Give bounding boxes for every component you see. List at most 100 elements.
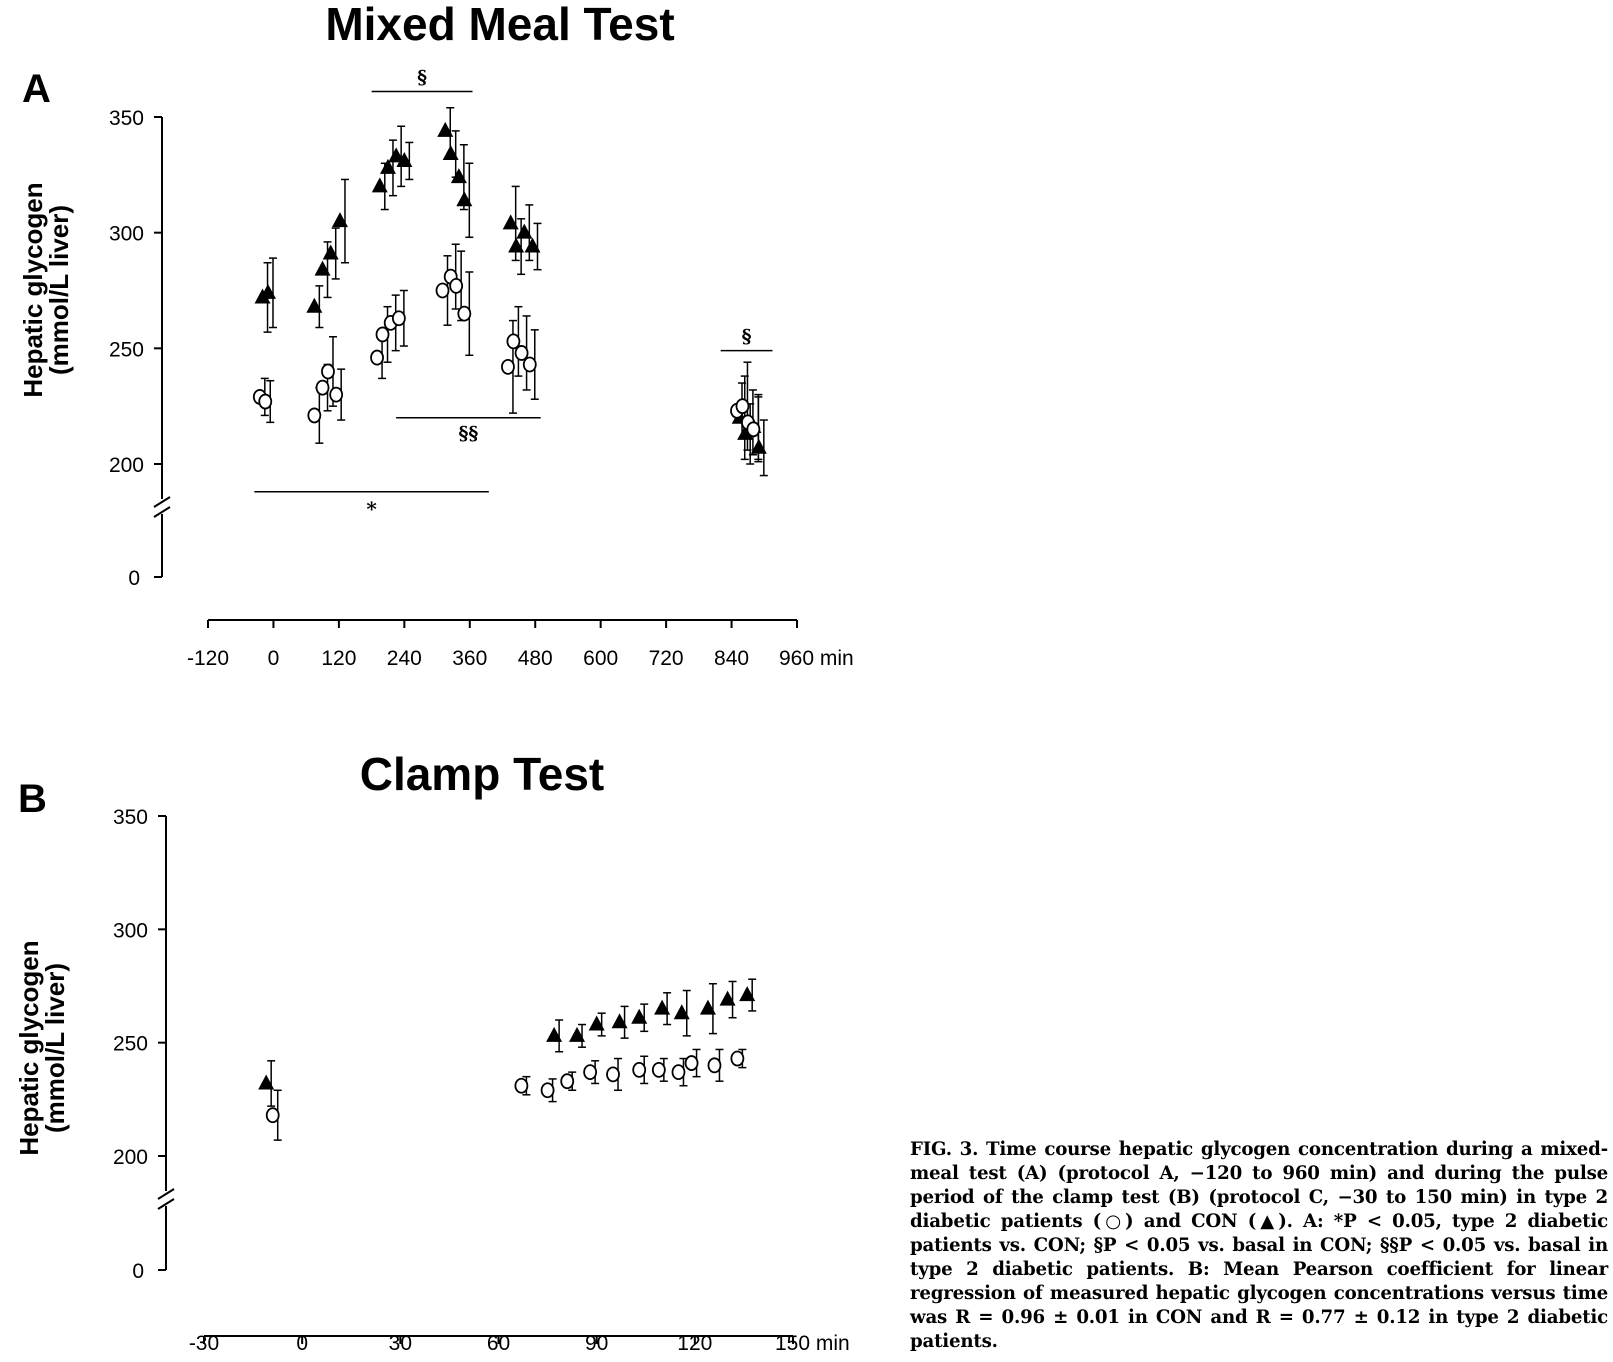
data-point-circle [540, 1082, 555, 1099]
data-point-triangle [306, 297, 323, 313]
data-point-triangle [588, 1015, 605, 1031]
figure-caption: FIG. 3. Time course hepatic glycogen con… [910, 1139, 1608, 1352]
data-point-circle [265, 1107, 280, 1124]
data-point-circle [746, 421, 761, 438]
data-point-circle [514, 345, 529, 361]
data-point-triangle [379, 158, 396, 174]
x-tick-label: -30 [189, 1332, 219, 1355]
panel-b: B Clamp Test Hepatic glycogen(mmol/L liver… [14, 748, 850, 1355]
data-point-circle [671, 1064, 686, 1081]
data-point-triangle [502, 214, 519, 230]
data-point-circle [258, 393, 273, 410]
data-point-triangle [737, 424, 754, 440]
y-axis-label-line2: (mmol/L liver) [44, 205, 74, 375]
data-point-triangle [546, 1026, 563, 1042]
data-point-triangle [673, 1004, 690, 1020]
series-open-circle [265, 1048, 747, 1141]
data-point-triangle [654, 999, 671, 1015]
data-point-circle [375, 326, 390, 343]
y-axis-label-line1: Hepatic glycogen [14, 940, 44, 1155]
data-point-triangle [516, 223, 533, 239]
x-tick-label: 720 [649, 647, 684, 670]
data-point-triangle [719, 990, 736, 1006]
x-tick-label: 480 [518, 647, 553, 670]
data-point-circle [370, 349, 384, 366]
data-point-triangle [314, 260, 331, 276]
data-point-circle [651, 1061, 666, 1078]
data-point-triangle [437, 121, 454, 137]
significance-label: § [417, 67, 427, 89]
data-point-circle [560, 1073, 575, 1090]
x-tick-label: 0 [296, 1332, 308, 1355]
x-tick-label: 30 [389, 1332, 412, 1355]
y-tick-label: 300 [109, 223, 144, 246]
data-point-circle [606, 1066, 620, 1083]
data-point-circle [501, 358, 515, 375]
data-point-circle [522, 356, 537, 373]
data-point-circle [632, 1061, 647, 1078]
y-axis-label: Hepatic glycogen(mmol/L liver) [18, 182, 74, 397]
data-point-circle [684, 1055, 699, 1071]
data-point-triangle [569, 1026, 586, 1042]
data-point-circle [457, 305, 472, 322]
significance-label: * [366, 497, 377, 521]
y-tick-label: 250 [109, 338, 144, 361]
chart-title: Mixed Meal Test [325, 0, 674, 50]
data-point-triangle [442, 145, 459, 161]
series-filled-triangle [258, 978, 757, 1107]
y-axis-label-line2: (mmol/L liver) [40, 963, 70, 1133]
x-tick-label: 960 min [779, 647, 854, 670]
data-point-triangle [611, 1013, 628, 1029]
data-point-circle [707, 1057, 722, 1074]
data-point-triangle [259, 283, 276, 299]
x-tick-label: 150 min [775, 1332, 850, 1355]
data-point-triangle [631, 1008, 648, 1024]
x-tick-label: 90 [585, 1332, 608, 1355]
data-point-triangle [331, 212, 348, 228]
x-tick-label: -120 [187, 647, 229, 670]
y-tick-label: 250 [113, 1033, 148, 1056]
data-point-circle [735, 398, 750, 415]
x-tick-label: 60 [487, 1332, 510, 1355]
panel-a: A Mixed Meal Test Hepatic glycogen(mmol/L … [18, 0, 854, 670]
data-point-triangle [699, 999, 716, 1015]
panel-letter: A [22, 67, 51, 111]
data-point-triangle [371, 177, 388, 193]
x-tick-label: 360 [452, 647, 487, 670]
significance-label: §§ [458, 423, 478, 445]
data-point-triangle [508, 237, 525, 253]
axis-break-mark [157, 1198, 175, 1210]
x-tick-label: 240 [387, 647, 422, 670]
data-point-circle [435, 282, 450, 299]
data-point-circle [583, 1064, 598, 1081]
y-axis-label-line1: Hepatic glycogen [18, 182, 48, 397]
y-tick-label-zero: 0 [128, 567, 140, 590]
data-point-triangle [322, 244, 339, 260]
y-tick-label-zero: 0 [132, 1260, 144, 1283]
data-point-circle [391, 310, 406, 327]
y-tick-label: 200 [113, 1146, 148, 1169]
y-tick-label: 350 [109, 107, 144, 130]
x-tick-label: 120 [321, 647, 356, 670]
data-point-triangle [450, 168, 467, 184]
chart-title: Clamp Test [360, 748, 605, 800]
y-tick-label: 300 [113, 919, 148, 942]
x-tick-label: 0 [268, 647, 280, 670]
data-point-triangle [258, 1074, 275, 1090]
y-axis-label: Hepatic glycogen(mmol/L liver) [14, 940, 70, 1155]
x-tick-label: 120 [677, 1332, 712, 1355]
data-point-circle [506, 333, 521, 350]
data-point-circle [329, 386, 344, 403]
panel-letter: B [18, 777, 47, 821]
data-point-triangle [524, 237, 541, 253]
series-open-circle [252, 243, 763, 463]
data-point-circle [307, 407, 322, 424]
axis-break-mark [157, 1188, 175, 1200]
x-tick-label: 600 [583, 647, 618, 670]
data-point-triangle [396, 151, 413, 167]
data-point-circle [514, 1077, 529, 1094]
significance-label: § [742, 326, 752, 348]
x-tick-label: 840 [714, 647, 749, 670]
data-point-circle [730, 1050, 745, 1067]
